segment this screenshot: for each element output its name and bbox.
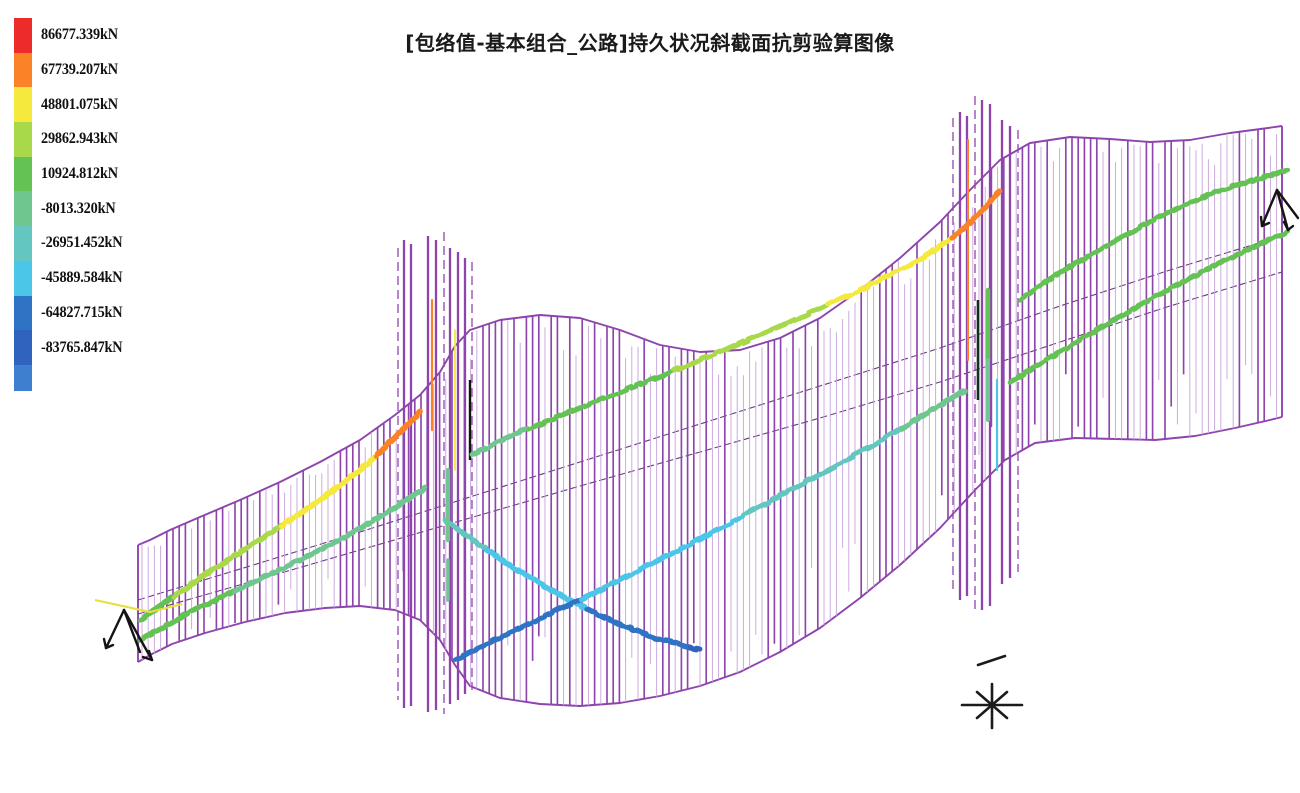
support-arrow-head (141, 649, 154, 662)
envelope-band-segment (695, 646, 703, 652)
envelope-band-segment (946, 396, 954, 403)
envelope-band-segment (279, 522, 287, 530)
envelope-band-segment (1081, 255, 1089, 262)
axis-line-diag-b (975, 690, 1009, 720)
right-support-symbol (1259, 188, 1300, 232)
envelope-band-segment (546, 610, 555, 618)
legend-row: -26951.452kN (14, 226, 184, 261)
legend-swatch (14, 156, 32, 192)
right-pier-dashed-group (952, 96, 1019, 614)
color-legend: 86677.339kN 67739.207kN 48801.075kN 2986… (14, 18, 184, 400)
legend-row: 67739.207kN (14, 52, 184, 88)
support-arrow (104, 608, 126, 650)
legend-label: 10924.812kN (41, 165, 118, 183)
legend-row: -8013.320kN (14, 191, 184, 227)
envelope-band-segment (1165, 286, 1173, 293)
left-pier-group (402, 236, 467, 712)
structure-group (94, 96, 1300, 730)
top-chord-line (137, 125, 1283, 546)
envelope-band-segment (269, 529, 277, 536)
support-arrow-head (1282, 220, 1295, 232)
girder-outline (137, 125, 1283, 707)
envelope-band-segment (801, 312, 812, 320)
legend-swatch (14, 191, 32, 227)
legend-swatch (14, 122, 32, 157)
envelope-band-segment (1019, 372, 1027, 379)
envelope-band-segment (493, 552, 500, 559)
envelope-band-segment (961, 226, 968, 233)
legend-label: 86677.339kN (41, 26, 118, 44)
envelope-band-segment (1111, 317, 1119, 323)
legend-row (14, 364, 184, 391)
envelope-band-segment (726, 521, 735, 528)
legend-swatch (14, 260, 32, 296)
legend-label: 29862.943kN (41, 130, 118, 148)
envelope-band-segment (597, 586, 607, 594)
left-support-symbol (102, 608, 154, 662)
envelope-band-segment (708, 352, 718, 359)
support-arrow (1260, 188, 1279, 228)
bottom-chord-line (137, 416, 1283, 707)
legend-swatch (14, 330, 32, 365)
legend-label: -26951.452kN (41, 234, 123, 252)
legend-row: -45889.584kN (14, 260, 184, 296)
result-envelope-bands (137, 139, 1291, 662)
envelope-band-segment (685, 542, 694, 549)
support-arrow-head (1259, 215, 1271, 228)
envelope-band-segment (619, 387, 630, 395)
envelope-band-segment (629, 384, 639, 391)
envelope-band-segment (938, 401, 947, 409)
envelope-band-segment (1054, 271, 1061, 278)
envelope-band-segment (421, 484, 428, 491)
envelope-band-segment (959, 388, 968, 396)
legend-swatch (14, 87, 32, 123)
legend-label: -8013.320kN (41, 199, 116, 217)
legend-swatch (14, 18, 32, 53)
legend-label: -83765.847kN (41, 338, 123, 356)
axis-tick-diagonal (976, 654, 1007, 667)
left-pier-dashed-group (397, 232, 473, 714)
page-title: [包络值-基本组合_公路]持久状况斜截面抗剪验算图像 (405, 31, 895, 55)
legend-row: 29862.943kN (14, 122, 184, 157)
legend-row: 10924.812kN (14, 156, 184, 192)
support-arrow (1275, 188, 1290, 232)
axis-triad-marker (960, 654, 1024, 730)
envelope-band-segment (846, 454, 856, 462)
envelope-band-segment (1205, 267, 1213, 273)
legend-label: -64827.715kN (41, 303, 123, 321)
support-arrow (1275, 188, 1300, 220)
legend-row: -64827.715kN (14, 295, 184, 331)
envelope-band-segment (996, 188, 1003, 195)
legend-row: 86677.339kN (14, 18, 184, 53)
envelope-band-segment (416, 408, 423, 416)
support-arrow (122, 608, 154, 662)
envelope-band-segment (912, 416, 921, 424)
legend-row: -83765.847kN (14, 330, 184, 365)
envelope-band-segment (740, 338, 751, 346)
envelope-band-segment (1091, 329, 1099, 336)
legend-swatch (14, 52, 32, 88)
legend-label: 67739.207kN (41, 61, 118, 79)
envelope-band-segment (185, 583, 193, 590)
envelope-band-segment (177, 615, 185, 622)
left-support-yellow-line (94, 598, 183, 614)
legend-label: -45889.584kN (41, 269, 123, 287)
beam-element-verticals (141, 128, 1278, 706)
legend-swatch (14, 364, 32, 391)
legend-swatch (14, 226, 32, 261)
legend-row: 48801.075kN (14, 87, 184, 123)
support-arrow-head (102, 637, 115, 650)
legend-swatch (14, 295, 32, 331)
legend-label: 48801.075kN (41, 95, 118, 113)
envelope-band-segment (737, 514, 745, 521)
